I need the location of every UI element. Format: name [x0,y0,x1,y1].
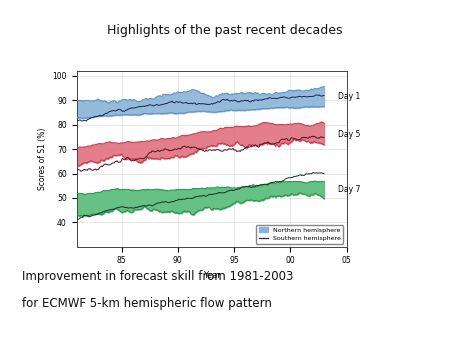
Text: for ECMWF 5-km hemispheric flow pattern: for ECMWF 5-km hemispheric flow pattern [22,297,272,310]
Legend: Northern hemisphere, Southern hemisphere: Northern hemisphere, Southern hemisphere [256,225,343,244]
Text: Day 7: Day 7 [338,186,360,194]
Text: Improvement in forecast skill from 1981-2003: Improvement in forecast skill from 1981-… [22,270,294,283]
Text: Day 1: Day 1 [338,92,360,101]
Text: Day 5: Day 5 [338,129,360,139]
Text: Highlights of the past recent decades: Highlights of the past recent decades [107,24,343,37]
X-axis label: Year: Year [202,271,220,280]
Y-axis label: Scores of S1 (%): Scores of S1 (%) [38,128,47,190]
